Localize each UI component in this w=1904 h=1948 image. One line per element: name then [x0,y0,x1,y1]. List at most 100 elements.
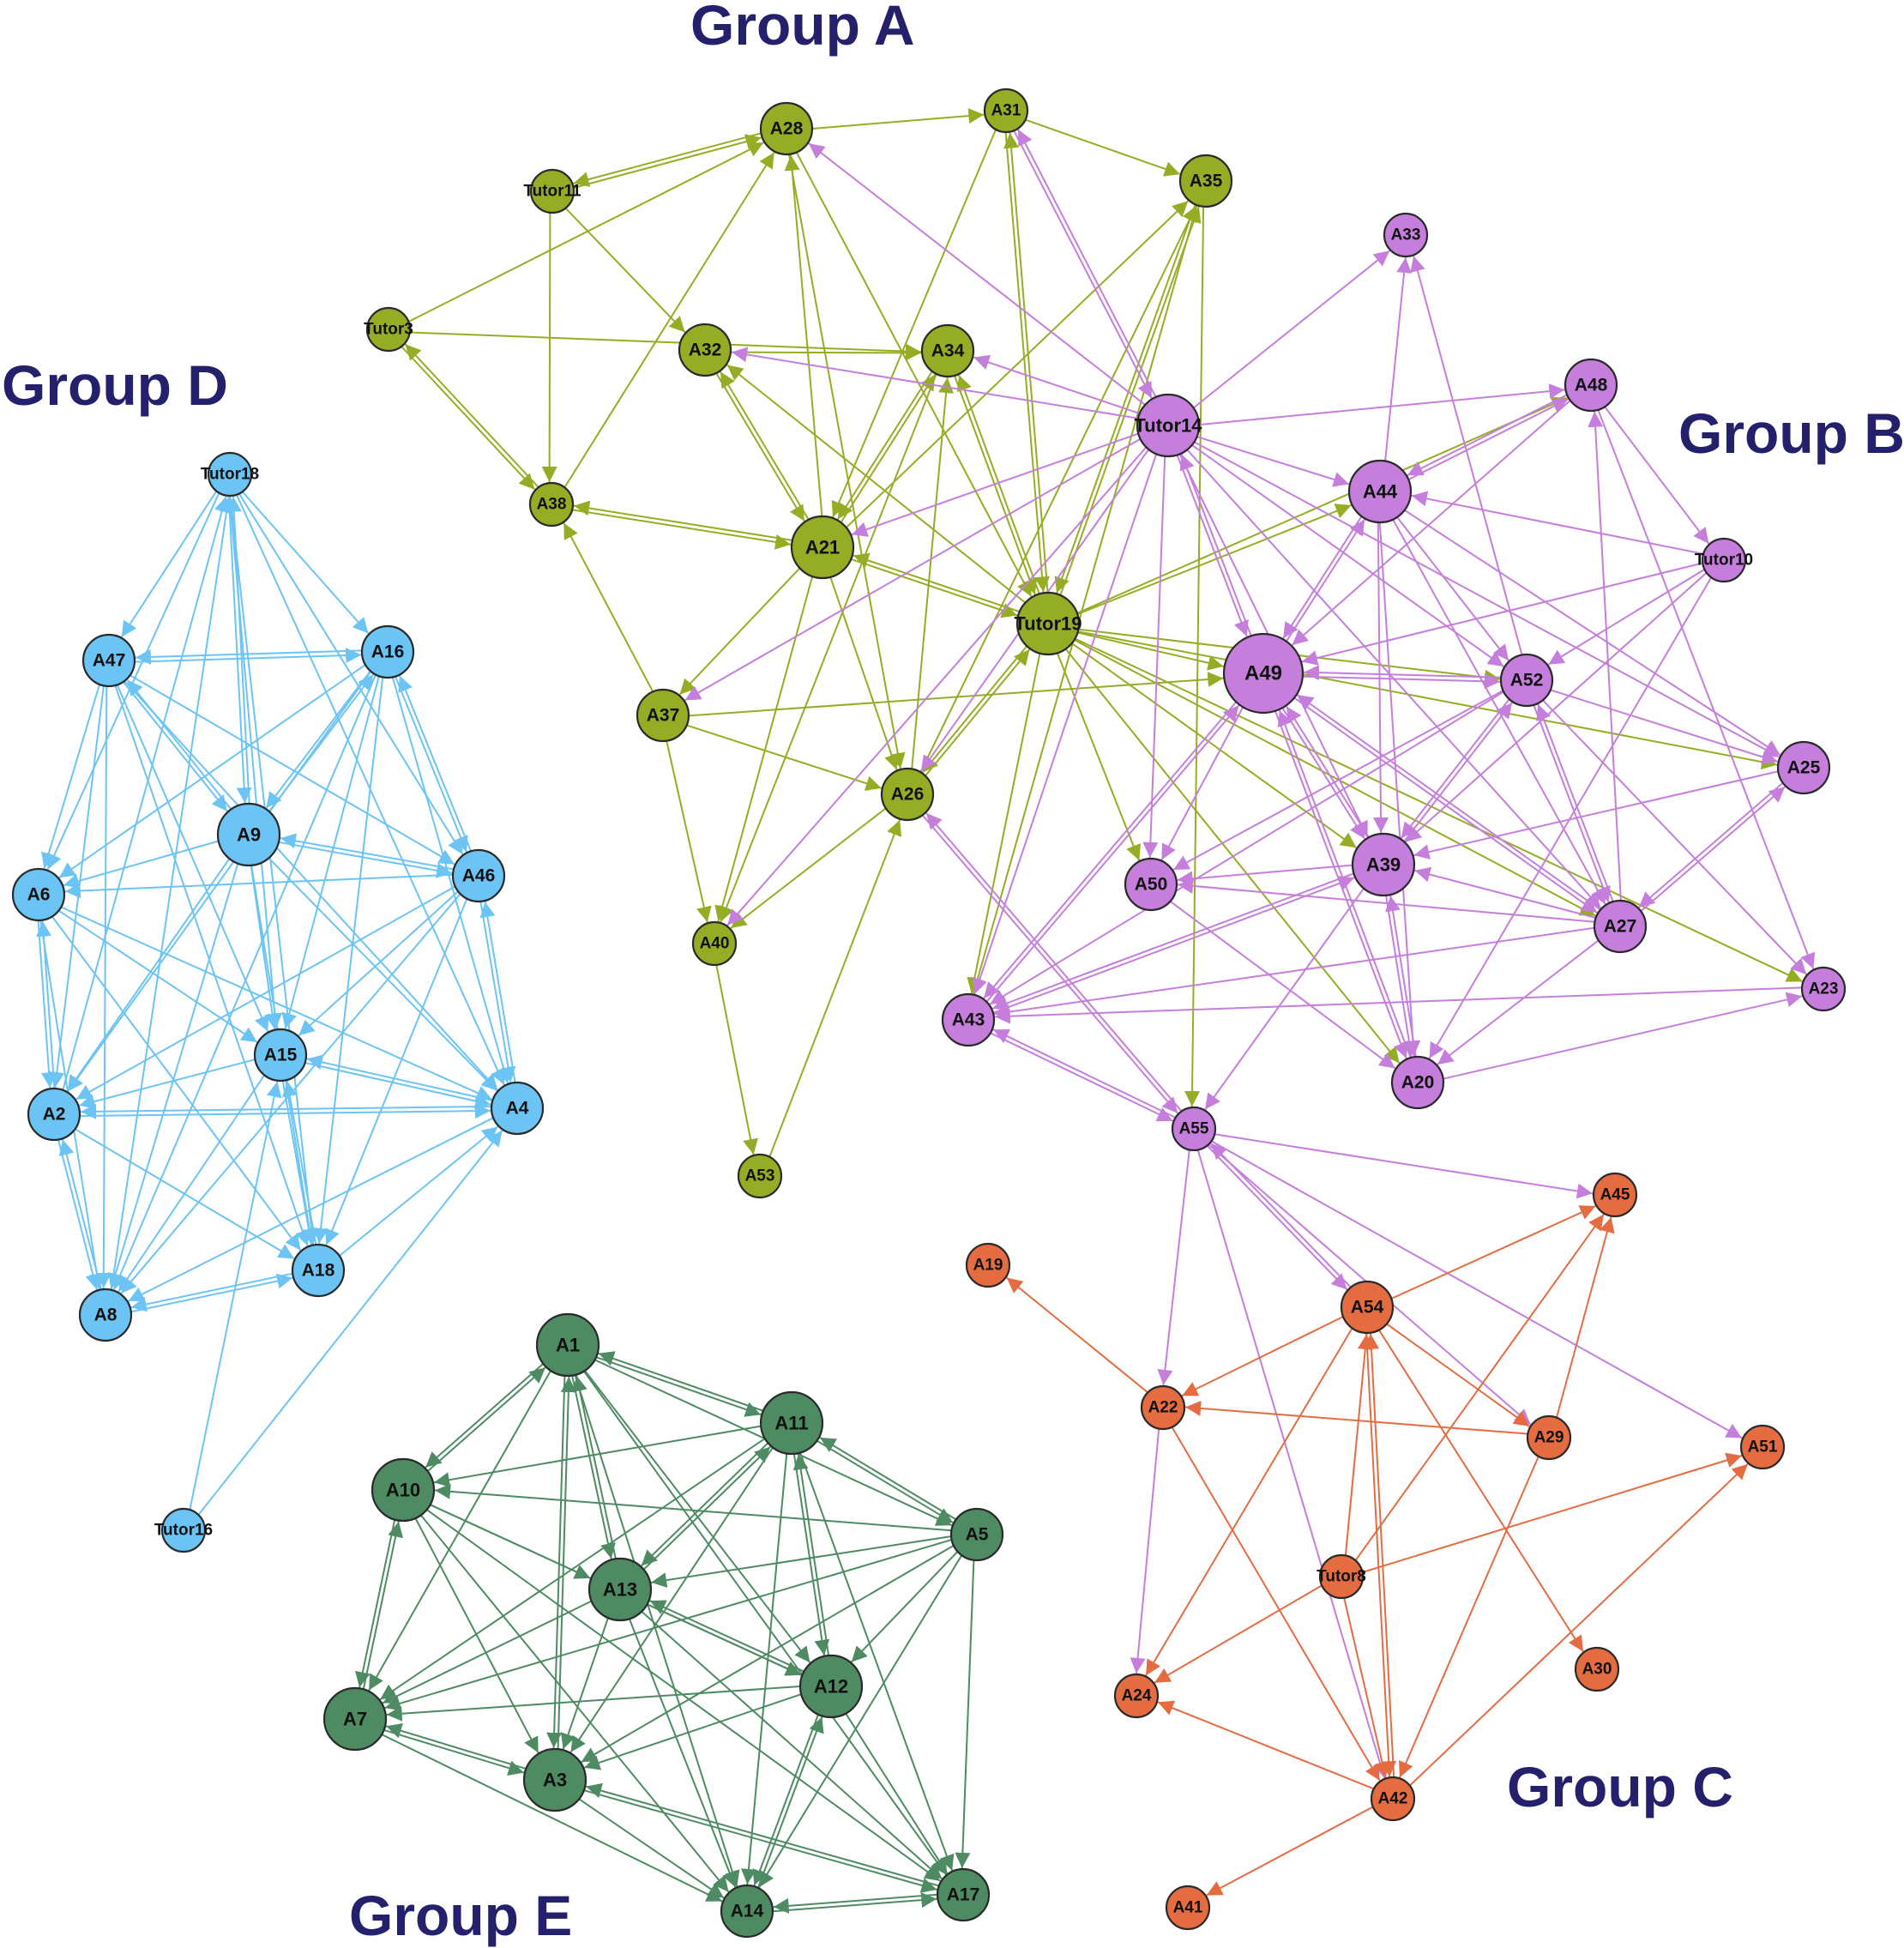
node-label: A43 [952,1010,985,1030]
node-tutor10[interactable]: Tutor10 [1695,537,1753,583]
node-a16[interactable]: A16 [360,624,415,679]
edge-a55-a43 [992,1028,1177,1119]
node-tutor18[interactable]: Tutor18 [201,451,259,498]
edge-a11-a7 [379,1438,766,1701]
node-a17[interactable]: A17 [936,1867,991,1922]
node-a41[interactable]: A41 [1165,1885,1211,1931]
node-a23[interactable]: A23 [1800,966,1847,1012]
edge-a12-a14 [752,1714,819,1886]
node-a18[interactable]: A18 [291,1243,346,1298]
node-a34[interactable]: A34 [920,323,975,378]
edge-a47-a15 [116,685,269,1032]
edge-tutor10-a52 [1547,569,1705,666]
node-a55[interactable]: A55 [1171,1106,1217,1152]
node-a46[interactable]: A46 [451,848,506,903]
node-a30[interactable]: A30 [1574,1646,1620,1692]
edge-a49-a39 [1281,707,1366,840]
node-circle [678,323,732,377]
edge-a49-a50 [1160,706,1244,860]
node-a20[interactable]: A20 [1390,1055,1445,1110]
node-tutor19[interactable]: Tutor19 [1014,591,1082,656]
node-a24[interactable]: A24 [1113,1673,1160,1719]
node-a27[interactable]: A27 [1593,899,1648,954]
edge-a54-a22 [1181,1316,1344,1397]
edge-a47-a18 [114,685,310,1246]
node-a38[interactable]: A38 [528,481,575,528]
edge-a5-a12 [851,1551,959,1663]
edge-tutor14-a43 [972,453,1158,995]
edge-a6-a18 [51,916,302,1251]
node-a50[interactable]: A50 [1124,857,1178,912]
node-a33[interactable]: A33 [1383,212,1429,258]
node-a13[interactable]: A13 [587,1557,653,1622]
node-a15[interactable]: A15 [253,1028,308,1083]
node-a49[interactable]: A49 [1222,632,1304,715]
node-a47[interactable]: A47 [81,633,136,688]
node-a43[interactable]: A43 [941,992,996,1047]
node-a48[interactable]: A48 [1564,358,1618,413]
node-a12[interactable]: A12 [798,1654,864,1719]
node-a2[interactable]: A2 [27,1087,81,1142]
node-a35[interactable]: A35 [1178,154,1233,208]
node-a31[interactable]: A31 [983,87,1029,134]
node-tutor14[interactable]: Tutor14 [1134,393,1202,458]
edge-a37-a38 [563,522,654,692]
edge-a15-a2 [79,1058,256,1109]
edge-tutor19-a39 [1071,642,1358,849]
node-a7[interactable]: A7 [322,1686,388,1752]
node-a5[interactable]: A5 [949,1507,1004,1562]
node-a51[interactable]: A51 [1739,1424,1786,1470]
node-a28[interactable]: A28 [759,101,814,156]
node-a42[interactable]: A42 [1370,1776,1416,1822]
node-a26[interactable]: A26 [880,767,935,822]
node-a45[interactable]: A45 [1592,1172,1638,1218]
node-a14[interactable]: A14 [720,1884,774,1939]
edge-tutor14-a33 [1193,250,1390,409]
node-tutor8[interactable]: Tutor8 [1317,1553,1366,1600]
node-a3[interactable]: A3 [522,1747,587,1812]
node-a8[interactable]: A8 [78,1288,133,1342]
edge-a49-a43 [983,701,1238,999]
node-label: A21 [805,537,840,558]
node-a22[interactable]: A22 [1140,1384,1186,1431]
node-a1[interactable]: A1 [535,1312,600,1378]
node-a37[interactable]: A37 [636,688,690,743]
node-label: A2 [43,1105,66,1125]
node-a9[interactable]: A9 [216,802,281,867]
node-a10[interactable]: A10 [371,1457,436,1523]
edge-a28-a26 [787,154,906,769]
node-circle [253,1028,308,1083]
node-circle [207,451,253,498]
edge-tutor11-a38 [541,212,557,483]
edge-a44-a20 [1378,522,1421,1057]
node-a6[interactable]: A6 [11,867,66,922]
node-a52[interactable]: A52 [1499,653,1554,708]
edge-a10-a14 [420,1514,730,1893]
node-a19[interactable]: A19 [965,1242,1011,1288]
node-a11[interactable]: A11 [759,1390,824,1456]
node-a4[interactable]: A4 [490,1081,545,1136]
edge-a44-a25 [1404,509,1781,757]
node-label: A16 [371,642,405,662]
node-a21[interactable]: A21 [790,515,855,580]
node-a32[interactable]: A32 [678,323,732,377]
node-a29[interactable]: A29 [1526,1414,1572,1461]
node-a25[interactable]: A25 [1776,740,1831,795]
edge-a55-a26 [925,812,1183,1113]
edge-tutor19-a44 [1077,504,1352,615]
node-a40[interactable]: A40 [691,920,738,967]
node-tutor3[interactable]: Tutor3 [364,306,413,353]
edge-a12-a17 [845,1713,949,1874]
node-tutor16[interactable]: Tutor16 [154,1507,213,1553]
edge-a46-a4 [479,901,516,1083]
node-a53[interactable]: A53 [737,1153,783,1199]
node-a39[interactable]: A39 [1351,832,1416,897]
edge-tutor14-a40 [726,446,1148,926]
node-circle [1347,459,1413,524]
node-a44[interactable]: A44 [1347,459,1413,524]
edge-tutor18-a9 [227,496,252,804]
node-label: Tutor8 [1317,1568,1366,1586]
node-tutor11[interactable]: Tutor11 [523,168,581,214]
edge-a18-a8 [130,1272,293,1312]
node-a54[interactable]: A54 [1340,1280,1395,1335]
